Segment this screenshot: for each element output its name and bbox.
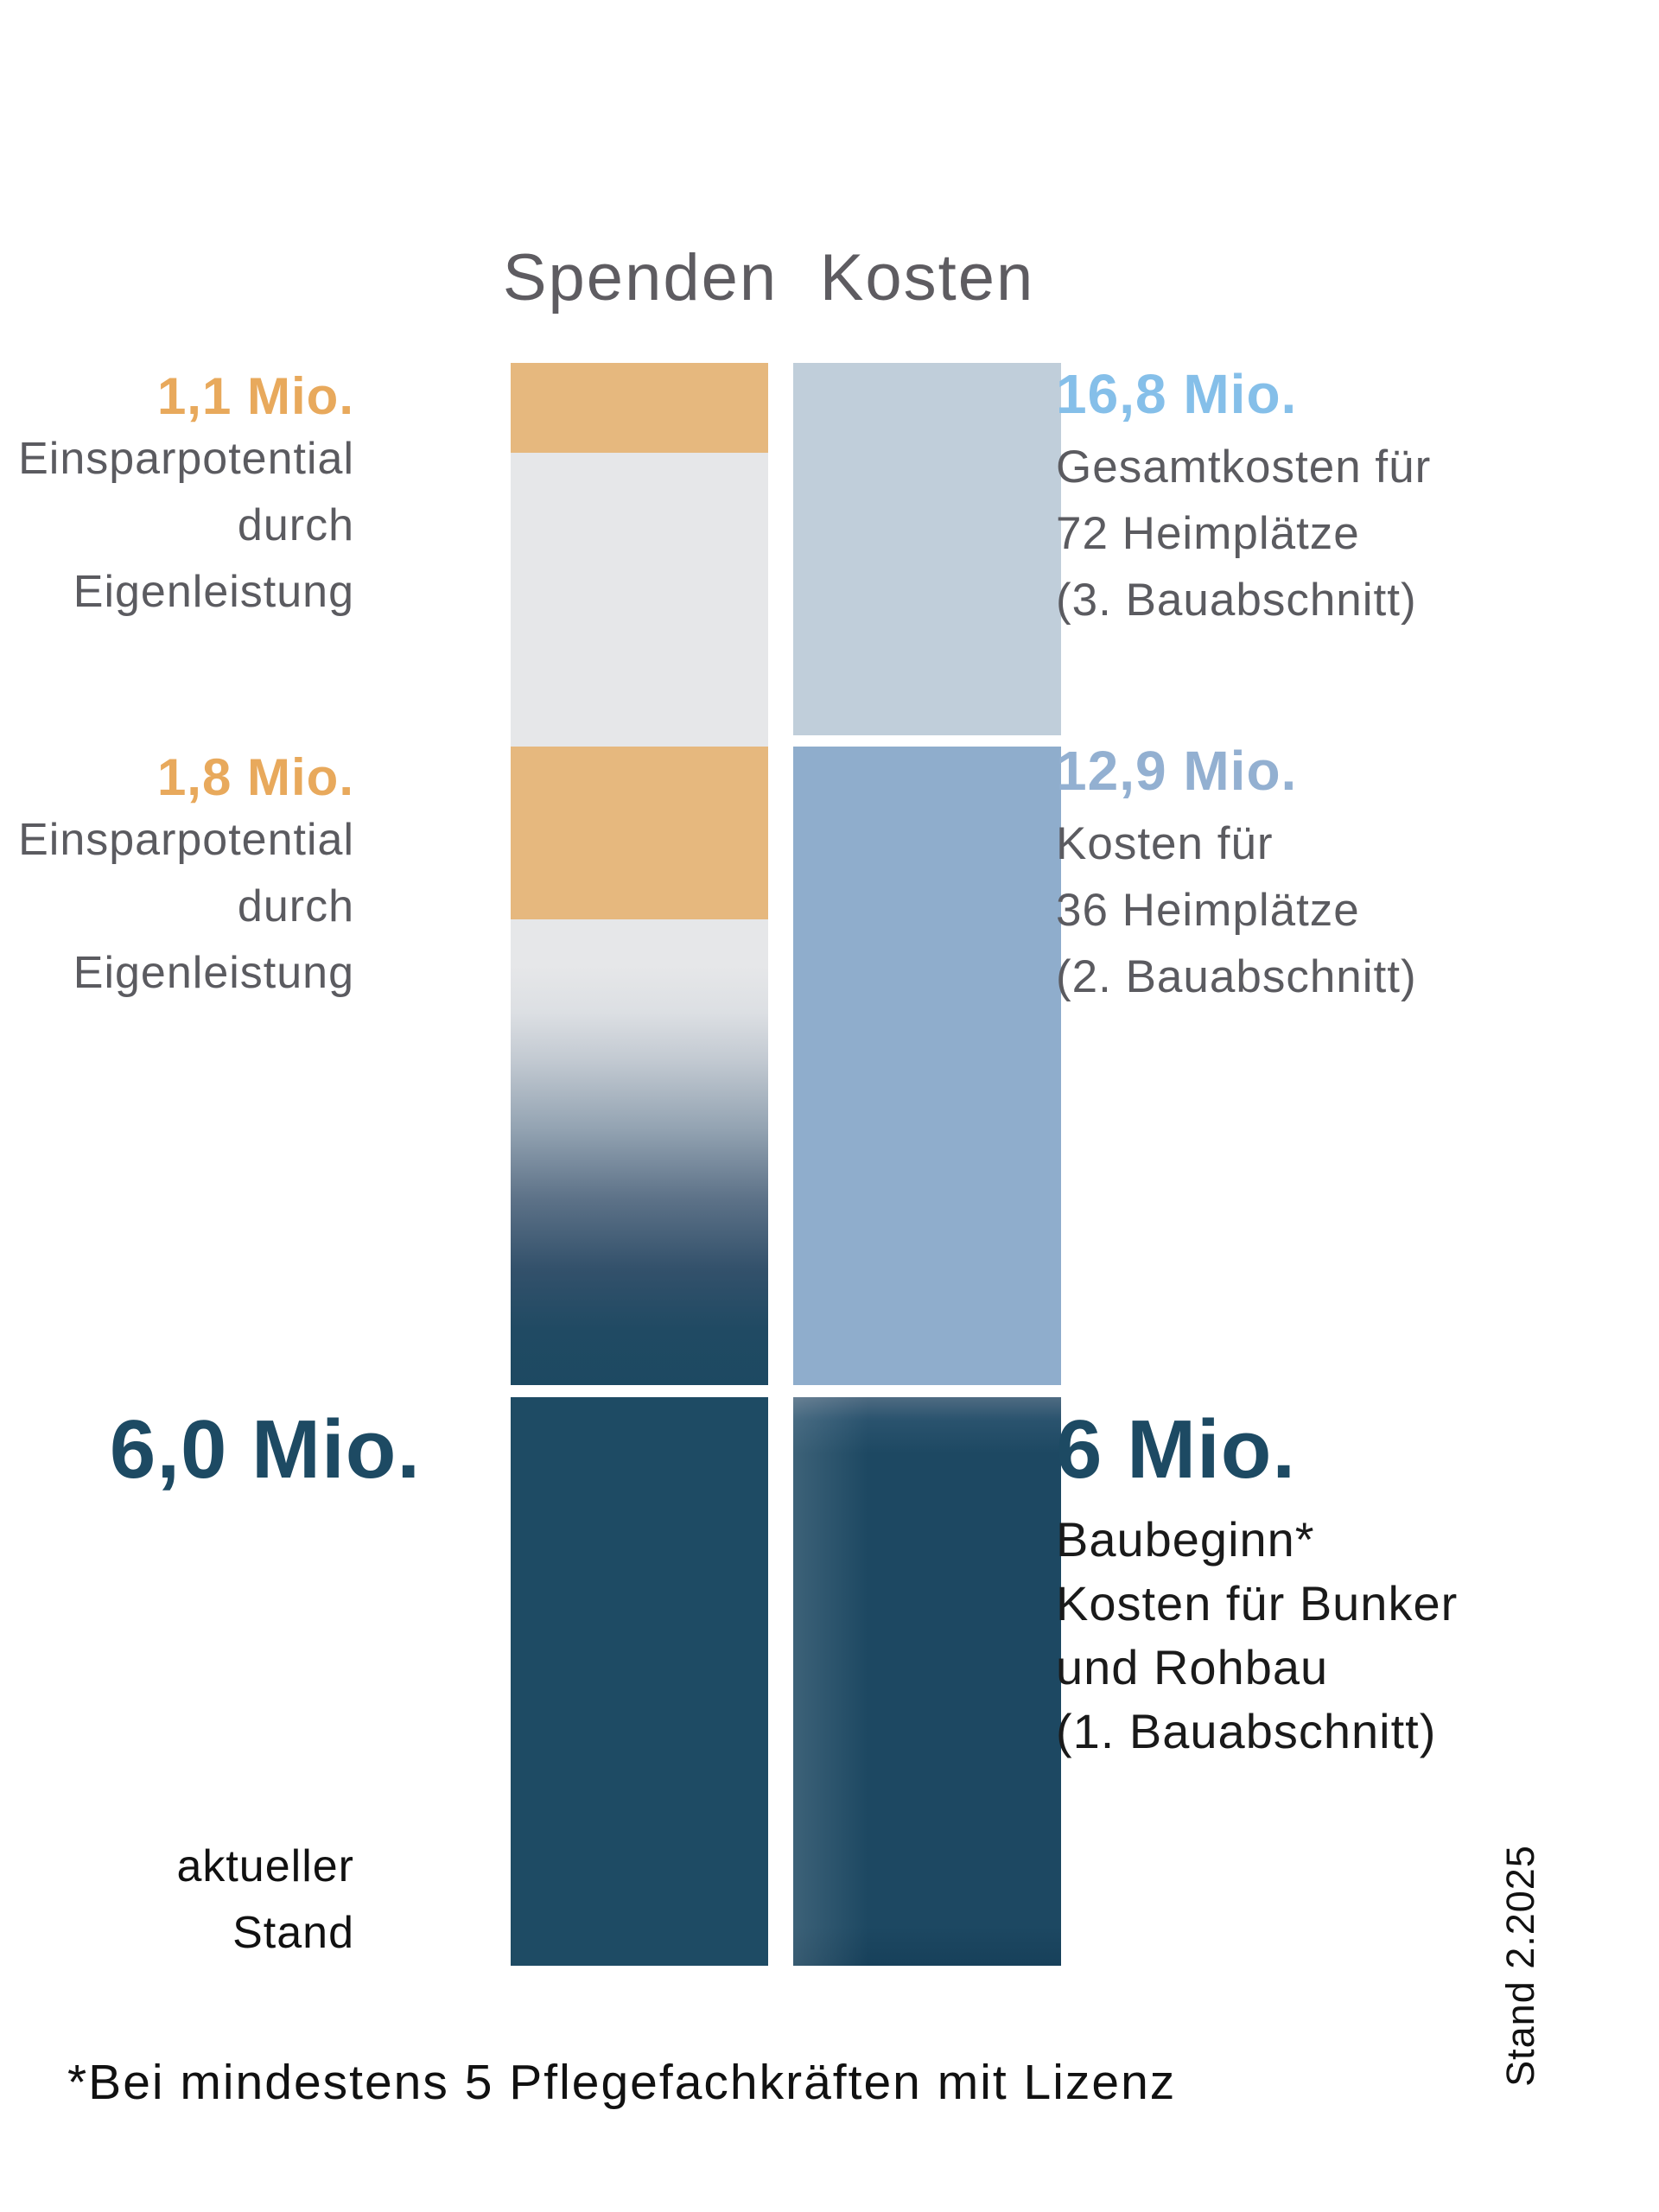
kosten-segment-bauabschnitt-1 — [793, 1397, 1061, 1966]
annotation-line: Einsparpotential — [18, 815, 354, 865]
column-header-spenden: Spenden — [502, 241, 779, 315]
kosten-segment-bauabschnitt-3 — [793, 363, 1061, 735]
kosten-annotation-baubeginn: Baubeginn* Kosten für Bunker und Rohbau … — [1056, 1508, 1643, 1764]
kosten-annotation-12-9-mio: 12,9 Mio. Kosten für 36 Heimplätze (2. B… — [1056, 740, 1626, 1010]
annotation-line: (3. Bauabschnitt) — [1056, 575, 1417, 626]
annotation-line: Eigenleistung — [73, 567, 354, 617]
annotation-line: 36 Heimplätze — [1056, 885, 1360, 936]
date-stamp-rotated: Stand 2.2025 — [1498, 1845, 1542, 2087]
annotation-line: 72 Heimplätze — [1056, 508, 1360, 559]
annotation-line: durch — [237, 881, 354, 931]
kosten-annotation-16-8-mio: 16,8 Mio. Gesamtkosten für 72 Heimplätze… — [1056, 363, 1626, 633]
spenden-segment-einsparpotential-1 — [511, 363, 768, 453]
annotation-line: Stand — [232, 1908, 354, 1958]
spenden-value-1-1-mio: 1,1 Mio. — [156, 367, 354, 425]
footnote-license-note: *Bei mindestens 5 Pflegefachkräften mit … — [67, 2055, 1177, 2110]
kosten-value-12-9-mio: 12,9 Mio. — [1056, 740, 1298, 802]
annotation-line: (1. Bauabschnitt) — [1056, 1704, 1437, 1758]
annotation-line: durch — [237, 500, 354, 550]
annotation-line: und Rohbau — [1056, 1640, 1329, 1694]
spenden-segment-einsparpotential-2 — [511, 747, 768, 919]
kosten-segment-bauabschnitt-2 — [793, 747, 1061, 1385]
annotation-line: Einsparpotential — [18, 434, 354, 484]
spenden-annotation-1-1-mio: 1,1 Mio. Einsparpotential durch Eigenlei… — [0, 367, 354, 626]
column-header-kosten: Kosten — [819, 241, 1035, 315]
spenden-value-1-8-mio: 1,8 Mio. — [156, 748, 354, 806]
annotation-line: Gesamtkosten für — [1056, 442, 1432, 493]
spenden-segment-aktueller-stand — [511, 1397, 768, 1966]
annotation-line: aktueller — [176, 1841, 354, 1891]
spenden-value-6-0-mio: 6,0 Mio. — [109, 1403, 421, 1496]
kosten-value-6-mio: 6 Mio. — [1056, 1403, 1297, 1496]
annotation-line: (2. Bauabschnitt) — [1056, 951, 1417, 1002]
annotation-line: Baubeginn* — [1056, 1512, 1315, 1567]
spenden-segment-unlabeled-gray-1 — [511, 453, 768, 747]
kosten-value-16-8-mio: 16,8 Mio. — [1056, 363, 1298, 425]
annotation-line: Kosten für Bunker — [1056, 1576, 1459, 1630]
spenden-segment-gradient-open — [511, 919, 768, 1385]
spenden-annotation-1-8-mio: 1,8 Mio. Einsparpotential durch Eigenlei… — [0, 748, 354, 1007]
spenden-annotation-aktueller-stand: aktueller Stand — [0, 1834, 354, 1967]
annotation-line: Eigenleistung — [73, 948, 354, 998]
annotation-line: Kosten für — [1056, 818, 1274, 869]
